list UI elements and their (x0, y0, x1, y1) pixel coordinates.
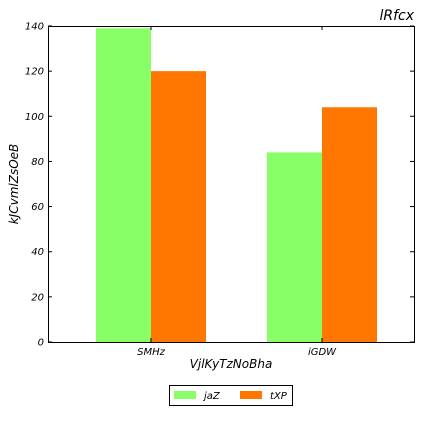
bar-tXP-SMHz (151, 71, 206, 343)
legend-frame (169, 385, 293, 406)
x-tick-label: iGDW (308, 347, 337, 358)
legend-swatch-tXP (240, 391, 262, 399)
bar-jaZ-iGDW (267, 152, 322, 342)
y-tick-label: 60 (31, 202, 44, 213)
y-tick-label: 140 (25, 22, 44, 33)
y-tick-label: 40 (31, 247, 44, 258)
bar-tXP-iGDW (322, 107, 377, 342)
bars-group (96, 28, 377, 343)
y-tick-label: 100 (25, 112, 44, 123)
chart-title: lRfcx (379, 8, 414, 24)
legend-label-jaZ: jaZ (202, 391, 221, 402)
y-tick-label: 20 (31, 292, 44, 303)
y-tick-label: 0 (38, 338, 44, 349)
bar-jaZ-SMHz (96, 28, 151, 343)
y-tick-label: 80 (31, 157, 44, 168)
y-axis-label: kJCvmlZsOeB (7, 144, 21, 225)
x-axis: SMHz iGDW (137, 26, 337, 358)
y-tick-label: 120 (25, 67, 44, 78)
x-tick-label: SMHz (137, 347, 165, 358)
y-axis: 0 20 40 60 80 100 120 140 (25, 22, 414, 349)
x-axis-label: VjlKyTzNoBha (190, 357, 273, 371)
legend: jaZ tXP (169, 385, 293, 406)
plot-frame (48, 26, 415, 343)
legend-swatch-jaZ (174, 391, 196, 399)
legend-label-tXP: tXP (270, 391, 288, 402)
